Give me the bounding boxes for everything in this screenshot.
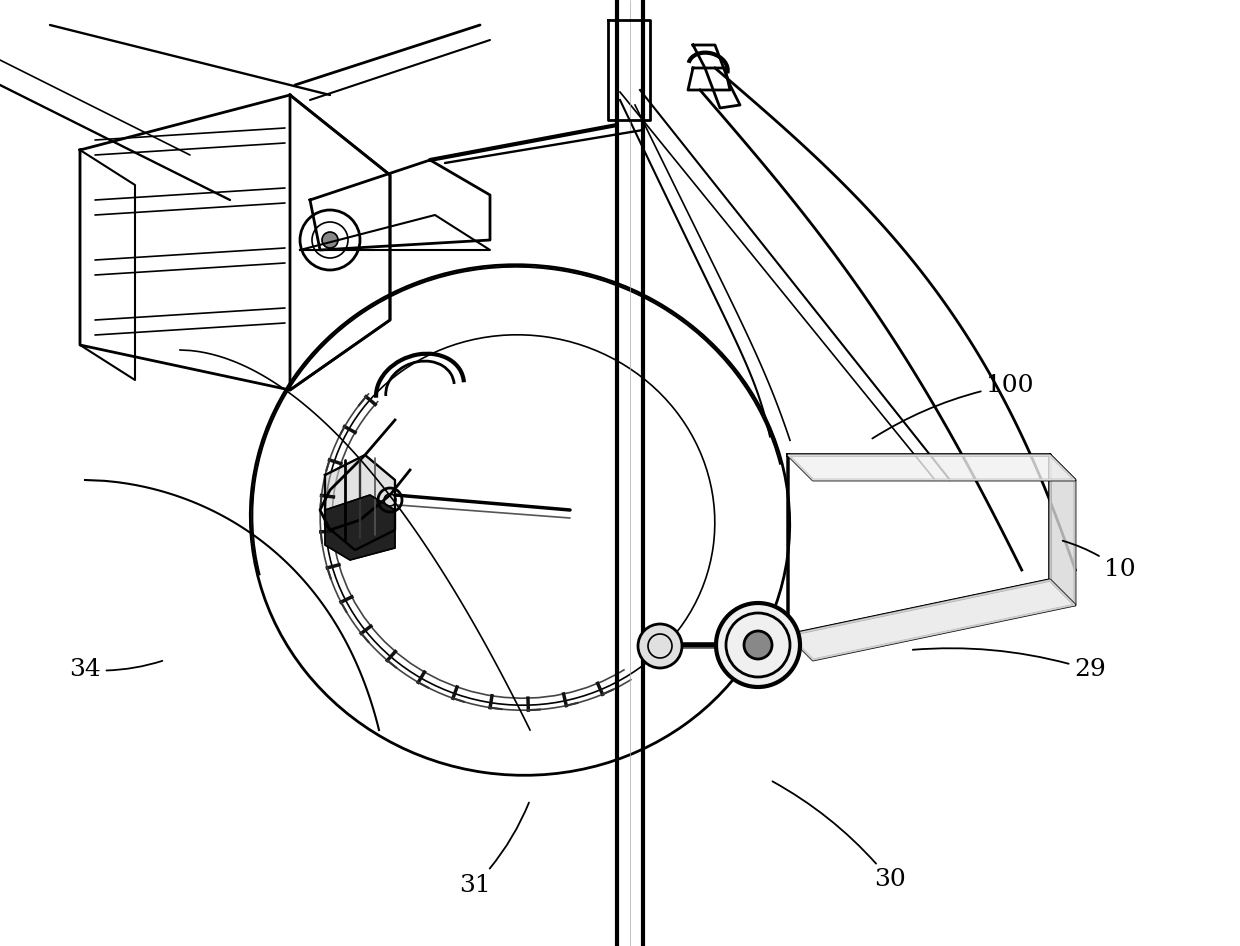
Text: 34: 34: [69, 658, 162, 681]
Polygon shape: [325, 455, 396, 550]
Text: 10: 10: [1063, 541, 1136, 582]
Circle shape: [639, 624, 682, 668]
Text: 29: 29: [913, 648, 1106, 681]
Text: 100: 100: [873, 374, 1034, 439]
Circle shape: [744, 631, 773, 659]
Polygon shape: [325, 495, 396, 560]
Polygon shape: [787, 455, 1075, 480]
Text: 30: 30: [773, 781, 906, 891]
Polygon shape: [1050, 455, 1075, 605]
Circle shape: [715, 603, 800, 687]
Polygon shape: [787, 580, 1075, 660]
Text: 31: 31: [459, 802, 529, 897]
Circle shape: [322, 232, 339, 248]
